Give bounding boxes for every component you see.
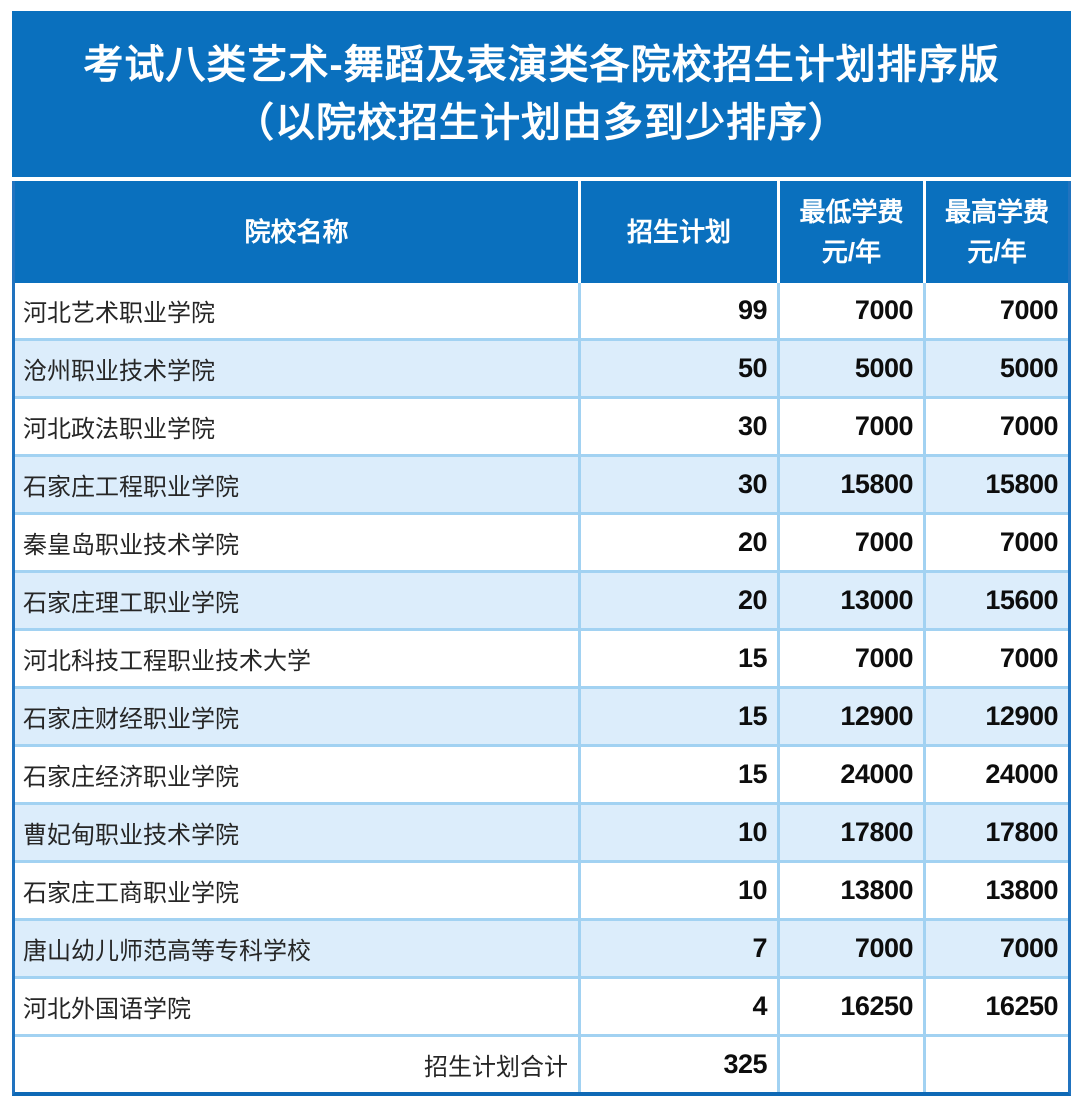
header-min-tuition-label: 最低学费 xyxy=(799,196,904,227)
header-min-tuition: 最低学费 元/年 xyxy=(780,181,923,283)
min-fee-cell: 24000 xyxy=(780,747,923,802)
plan-cell: 15 xyxy=(581,747,777,802)
table-row: 秦皇岛职业技术学院 20 7000 7000 xyxy=(15,515,1068,570)
page-title-line2: （以院校招生计划由多到少排序） xyxy=(234,101,849,145)
plan-cell: 30 xyxy=(581,457,777,512)
min-fee-cell: 17800 xyxy=(780,805,923,860)
max-fee-cell: 7000 xyxy=(926,921,1068,976)
plan-cell: 10 xyxy=(581,863,777,918)
table-row: 石家庄工商职业学院 10 13800 13800 xyxy=(15,863,1068,918)
title-banner: 考试八类艺术-舞蹈及表演类各院校招生计划排序版 （以院校招生计划由多到少排序） xyxy=(12,11,1071,177)
min-fee-cell: 7000 xyxy=(780,631,923,686)
plan-cell: 15 xyxy=(581,689,777,744)
max-fee-cell: 7000 xyxy=(926,515,1068,570)
max-fee-cell: 24000 xyxy=(926,747,1068,802)
header-school-name: 院校名称 xyxy=(15,181,578,283)
school-name-cell: 唐山幼儿师范高等专科学校 xyxy=(15,921,578,976)
max-fee-cell: 7000 xyxy=(926,399,1068,454)
header-max-tuition-label: 最高学费 xyxy=(944,196,1049,227)
school-name-cell: 石家庄工商职业学院 xyxy=(15,863,578,918)
min-fee-cell: 13000 xyxy=(780,573,923,628)
min-fee-cell: 16250 xyxy=(780,979,923,1034)
table-row: 石家庄财经职业学院 15 12900 12900 xyxy=(15,689,1068,744)
school-name-cell: 秦皇岛职业技术学院 xyxy=(15,515,578,570)
plan-cell: 10 xyxy=(581,805,777,860)
header-min-tuition-unit: 元/年 xyxy=(821,237,882,267)
min-fee-cell: 7000 xyxy=(780,399,923,454)
table-body: 河北艺术职业学院 99 7000 7000 沧州职业技术学院 50 5000 5… xyxy=(15,283,1068,1092)
school-name-cell: 曹妃甸职业技术学院 xyxy=(15,805,578,860)
min-fee-cell: 12900 xyxy=(780,689,923,744)
table-row: 石家庄经济职业学院 15 24000 24000 xyxy=(15,747,1068,802)
table-row: 唐山幼儿师范高等专科学校 7 7000 7000 xyxy=(15,921,1068,976)
max-fee-cell: 12900 xyxy=(926,689,1068,744)
min-fee-cell: 13800 xyxy=(780,863,923,918)
enrollment-table: 院校名称 招生计划 最低学费 元/年 最高学费 元/年 河北艺 xyxy=(12,181,1071,1096)
min-fee-cell: 7000 xyxy=(780,921,923,976)
table-row: 河北政法职业学院 30 7000 7000 xyxy=(15,399,1068,454)
plan-cell: 99 xyxy=(581,283,777,338)
school-name-cell: 河北艺术职业学院 xyxy=(15,283,578,338)
plan-cell: 30 xyxy=(581,399,777,454)
page-title-line1: 考试八类艺术-舞蹈及表演类各院校招生计划排序版 xyxy=(83,43,1000,87)
max-fee-cell: 16250 xyxy=(926,979,1068,1034)
plan-cell: 15 xyxy=(581,631,777,686)
plan-cell: 20 xyxy=(581,573,777,628)
school-name-cell: 沧州职业技术学院 xyxy=(15,341,578,396)
total-plan-cell: 325 xyxy=(581,1037,777,1092)
total-row: 招生计划合计 325 xyxy=(15,1037,1068,1092)
table-row: 石家庄工程职业学院 30 15800 15800 xyxy=(15,457,1068,512)
max-fee-cell: 7000 xyxy=(926,283,1068,338)
table-row: 河北科技工程职业技术大学 15 7000 7000 xyxy=(15,631,1068,686)
school-name-cell: 石家庄理工职业学院 xyxy=(15,573,578,628)
total-max-fee-cell xyxy=(926,1037,1068,1092)
table-row: 沧州职业技术学院 50 5000 5000 xyxy=(15,341,1068,396)
plan-cell: 20 xyxy=(581,515,777,570)
table-header-row: 院校名称 招生计划 最低学费 元/年 最高学费 元/年 xyxy=(15,181,1068,283)
max-fee-cell: 17800 xyxy=(926,805,1068,860)
header-max-tuition: 最高学费 元/年 xyxy=(926,181,1068,283)
min-fee-cell: 15800 xyxy=(780,457,923,512)
header-max-tuition-unit: 元/年 xyxy=(967,237,1027,267)
school-name-cell: 河北外国语学院 xyxy=(15,979,578,1034)
max-fee-cell: 15600 xyxy=(926,573,1068,628)
table-row: 曹妃甸职业技术学院 10 17800 17800 xyxy=(15,805,1068,860)
max-fee-cell: 7000 xyxy=(926,631,1068,686)
school-name-cell: 石家庄财经职业学院 xyxy=(15,689,578,744)
school-name-cell: 石家庄经济职业学院 xyxy=(15,747,578,802)
table-row: 石家庄理工职业学院 20 13000 15600 xyxy=(15,573,1068,628)
header-enrollment-plan-label: 招生计划 xyxy=(626,216,731,247)
plan-cell: 4 xyxy=(581,979,777,1034)
min-fee-cell: 5000 xyxy=(780,341,923,396)
max-fee-cell: 15800 xyxy=(926,457,1068,512)
total-min-fee-cell xyxy=(780,1037,923,1092)
total-label-cell: 招生计划合计 xyxy=(15,1037,578,1092)
table-row: 河北艺术职业学院 99 7000 7000 xyxy=(15,283,1068,338)
header-enrollment-plan: 招生计划 xyxy=(581,181,777,283)
school-name-cell: 河北政法职业学院 xyxy=(15,399,578,454)
plan-cell: 7 xyxy=(581,921,777,976)
min-fee-cell: 7000 xyxy=(780,283,923,338)
max-fee-cell: 13800 xyxy=(926,863,1068,918)
plan-cell: 50 xyxy=(581,341,777,396)
min-fee-cell: 7000 xyxy=(780,515,923,570)
school-name-cell: 河北科技工程职业技术大学 xyxy=(15,631,578,686)
max-fee-cell: 5000 xyxy=(926,341,1068,396)
table-row: 河北外国语学院 4 16250 16250 xyxy=(15,979,1068,1034)
school-name-cell: 石家庄工程职业学院 xyxy=(15,457,578,512)
header-school-name-label: 院校名称 xyxy=(244,216,349,247)
